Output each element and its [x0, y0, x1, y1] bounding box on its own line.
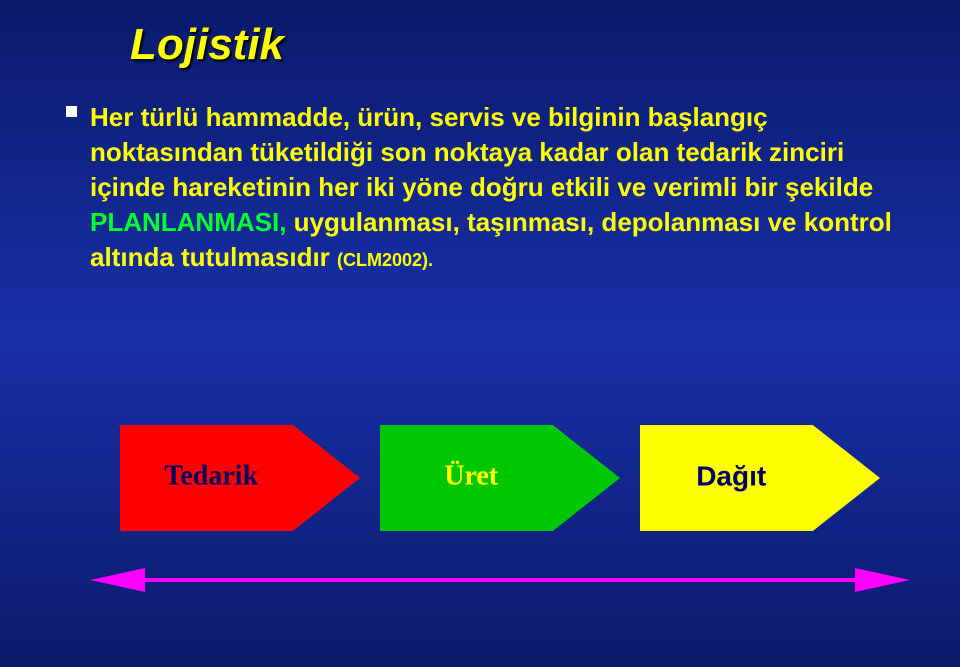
two-headed-arrow-head-right: [855, 568, 910, 592]
slide: Lojistik Her türlü hammadde, ürün, servi…: [0, 0, 960, 667]
diagram-svg: Tedarik Üret Dağıt: [0, 0, 960, 667]
two-headed-arrow-head-left: [90, 568, 145, 592]
process-arrows: Tedarik Üret Dağıt: [120, 425, 880, 531]
arrow-label-dağıt: Dağıt: [696, 460, 766, 491]
arrow-label-üret: Üret: [444, 460, 499, 491]
two-headed-arrow: [90, 568, 910, 592]
arrow-label-tedarik: Tedarik: [164, 460, 258, 491]
arrow-üret: [380, 425, 620, 531]
